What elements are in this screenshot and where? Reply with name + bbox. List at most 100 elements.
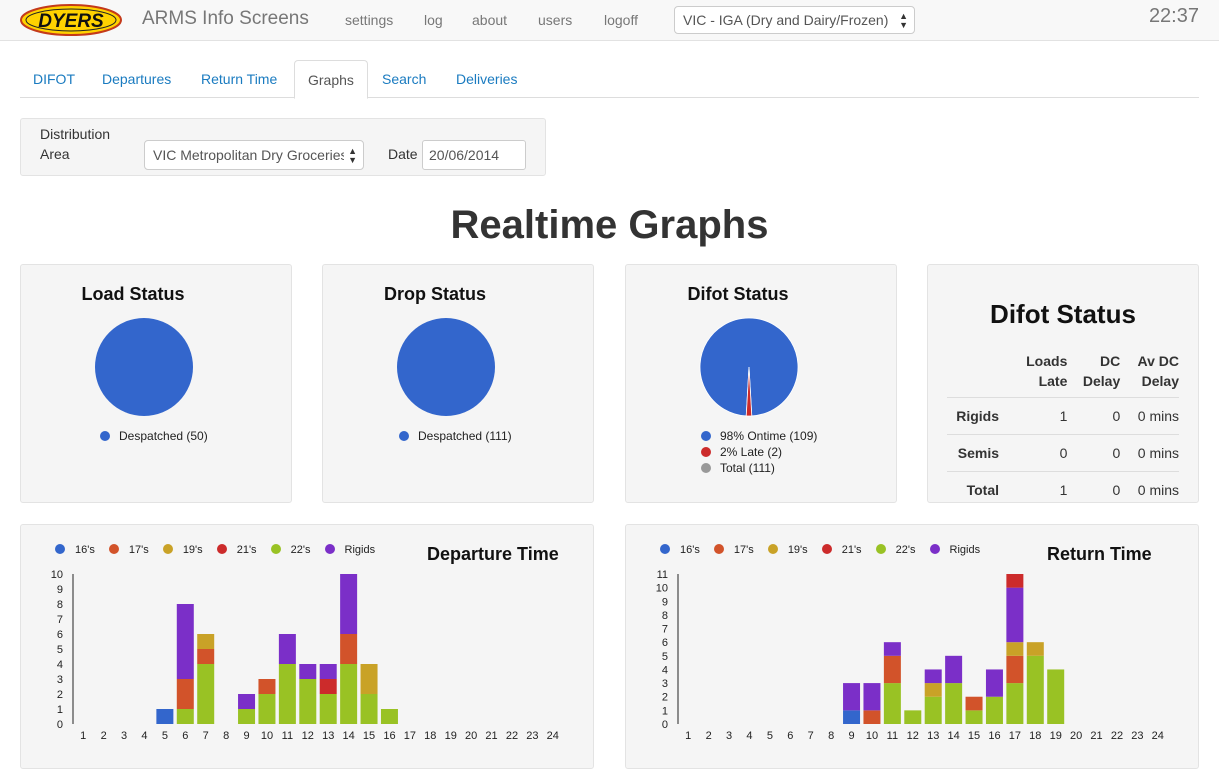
- x-tick-label: 24: [1152, 730, 1164, 742]
- y-tick-label: 10: [51, 569, 63, 581]
- bar-segment-22s: [924, 696, 942, 724]
- legend-item: 19's: [162, 544, 203, 556]
- tab-difot[interactable]: DIFOT: [33, 71, 75, 87]
- legend-total: Total (111): [701, 461, 775, 475]
- loads-late-cell: 0: [1009, 434, 1068, 472]
- bar-segment-19s: [1026, 642, 1044, 656]
- app-brand[interactable]: ARMS Info Screens: [142, 8, 309, 29]
- table-row: Semis 0 0 0 mins: [947, 434, 1179, 472]
- tab-search[interactable]: Search: [382, 71, 427, 87]
- x-tick-label: 6: [182, 730, 188, 742]
- legend-item: 16's: [660, 544, 700, 556]
- nav-about-link[interactable]: about: [472, 12, 508, 28]
- date-input[interactable]: 20/06/2014: [422, 140, 526, 170]
- row-label: Semis: [947, 434, 1009, 472]
- bar-segment-22s: [258, 694, 276, 724]
- legend-dot: [270, 544, 281, 554]
- bar-segment-16s: [843, 710, 861, 724]
- x-tick-label: 3: [121, 730, 127, 742]
- pie-slice-late: [745, 366, 753, 417]
- tab-deliveries[interactable]: Deliveries: [456, 71, 518, 87]
- distribution-area-select[interactable]: VIC Metropolitan Dry Groceries ▲ ▼: [144, 140, 364, 170]
- x-tick-label: 15: [968, 730, 980, 742]
- legend-item: 21's: [216, 544, 257, 556]
- header-empty: [947, 351, 1009, 398]
- tab-graphs[interactable]: Graphs: [294, 60, 368, 99]
- bar-segment-22s: [319, 694, 337, 724]
- dc-delay-cell: 0: [1067, 471, 1121, 502]
- x-tick-label: 13: [927, 730, 939, 742]
- bar-segment-22s: [965, 710, 983, 724]
- difot-table-title: Difot Status: [990, 299, 1136, 329]
- y-tick-label: 6: [662, 637, 668, 649]
- x-tick-label: 11: [887, 730, 898, 742]
- legend-dot: [701, 431, 711, 441]
- y-tick-label: 8: [662, 610, 668, 622]
- x-tick-label: 8: [223, 730, 229, 742]
- y-tick-label: 3: [57, 674, 63, 686]
- dyers-logo[interactable]: DYERS: [20, 4, 122, 36]
- dc-delay-cell: 0: [1067, 434, 1121, 472]
- bar-segment-rigids: [340, 574, 358, 634]
- site-select[interactable]: VIC - IGA (Dry and Dairy/Frozen) ▲ ▼: [674, 6, 915, 34]
- difot-status-title: Difot Status: [687, 284, 789, 304]
- difot-status-pie-panel: Difot Status 98% Ontime (109) 2% Late (2…: [625, 264, 897, 503]
- return-time-title: Return Time: [1047, 544, 1152, 564]
- bar-segment-19s: [924, 683, 942, 697]
- legend-dot: [821, 544, 832, 554]
- legend-dot: [929, 544, 940, 554]
- legend-dot: [660, 544, 670, 554]
- dc-delay-cell: 0: [1067, 397, 1121, 435]
- bar-segment-22s: [945, 683, 963, 724]
- x-tick-label: 18: [424, 730, 436, 742]
- y-tick-label: 3: [662, 678, 668, 690]
- bar-segment-22s: [176, 709, 194, 724]
- legend-dot: [216, 544, 227, 554]
- nav-users-link[interactable]: users: [538, 12, 573, 28]
- bar-segment-rigids: [238, 694, 256, 709]
- y-tick-label: 7: [57, 614, 63, 626]
- y-tick-label: 7: [662, 624, 668, 636]
- tab-departures[interactable]: Departures: [102, 71, 172, 87]
- bar-segment-17s: [197, 649, 215, 664]
- x-tick-label: 5: [162, 730, 168, 742]
- nav-settings-link[interactable]: settings: [345, 12, 394, 28]
- drop-status-title: Drop Status: [383, 284, 486, 304]
- x-tick-label: 4: [746, 730, 752, 742]
- legend-item: 22's: [270, 544, 310, 556]
- legend-item: 21's: [821, 544, 862, 556]
- table-row: Rigids 1 0 0 mins: [947, 397, 1179, 435]
- load-status-title: Load Status: [81, 284, 185, 304]
- bar-segment-rigids: [299, 664, 317, 679]
- tab-bar: DIFOT Departures Return Time Graphs Sear…: [20, 60, 1199, 99]
- bar-segment-22s: [299, 679, 317, 724]
- nav-log-link[interactable]: log: [424, 12, 443, 28]
- legend-despatched: Despatched (111): [399, 429, 512, 443]
- bar-segment-rigids: [945, 655, 963, 684]
- x-tick-label: 18: [1029, 730, 1041, 742]
- nav-logoff-link[interactable]: logoff: [604, 12, 638, 28]
- legend-item: 19's: [767, 544, 808, 556]
- legend-item: 22's: [875, 544, 915, 556]
- x-tick-label: 19: [445, 730, 457, 742]
- area-label-line1: Distribution: [40, 126, 111, 142]
- legend-item: Rigids: [929, 544, 980, 556]
- bar-segment-19s: [1006, 642, 1024, 656]
- x-tick-label: 10: [261, 730, 273, 742]
- y-tick-label: 1: [662, 705, 668, 717]
- area-label-line2: Area: [40, 146, 70, 162]
- bar-segment-22s: [278, 664, 296, 724]
- y-tick-label: 10: [656, 583, 668, 595]
- table-row: Total 1 0 0 mins: [947, 471, 1179, 502]
- tab-return-time[interactable]: Return Time: [201, 71, 278, 87]
- bar-segment-17s: [340, 634, 358, 664]
- x-tick-label: 24: [547, 730, 559, 742]
- bar-segment-16s: [156, 709, 174, 724]
- date-label: Date: [388, 146, 418, 162]
- bar-segment-22s: [197, 664, 215, 724]
- av-dc-delay-cell: 0 mins: [1120, 397, 1179, 435]
- filter-panel: Distribution Area VIC Metropolitan Dry G…: [20, 118, 546, 176]
- legend-dot: [713, 544, 724, 554]
- x-tick-label: 21: [1090, 730, 1102, 742]
